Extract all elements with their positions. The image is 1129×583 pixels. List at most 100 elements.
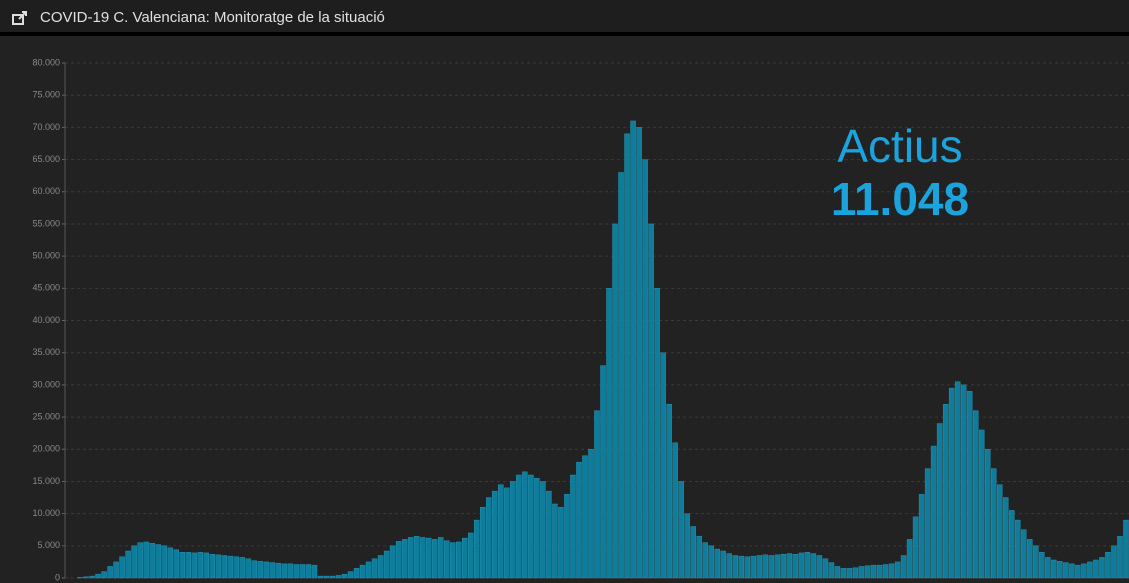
bar: [383, 550, 390, 579]
bar: [678, 481, 684, 579]
y-tick-label: 10.000: [32, 508, 60, 518]
bar: [918, 494, 925, 579]
bar: [780, 553, 787, 579]
bar: [720, 550, 726, 579]
bar: [666, 403, 672, 579]
bar: [389, 545, 396, 579]
bar: [798, 552, 805, 579]
bar: [654, 288, 660, 579]
bar: [792, 553, 799, 579]
bar: [1093, 559, 1099, 579]
bar: [606, 288, 612, 579]
bar: [335, 575, 342, 579]
bar: [1075, 564, 1081, 579]
bar: [233, 556, 240, 579]
bar: [924, 468, 931, 579]
bar: [227, 555, 234, 579]
bar: [648, 223, 654, 579]
bar: [846, 568, 853, 579]
bar: [1063, 562, 1069, 579]
indicator-value: 11.048: [830, 173, 970, 225]
bar: [269, 562, 276, 579]
bar: [287, 563, 294, 579]
bar: [834, 566, 841, 579]
bar: [618, 172, 624, 579]
bar: [474, 519, 480, 579]
y-tick-label: 65.000: [32, 154, 60, 164]
bar: [143, 541, 149, 579]
bar: [413, 535, 420, 579]
bar: [480, 506, 486, 579]
bar: [1039, 552, 1045, 579]
bar: [985, 449, 991, 579]
bar: [191, 552, 197, 579]
bar: [642, 159, 648, 579]
bar: [341, 573, 348, 579]
bar: [930, 445, 937, 579]
bar: [840, 568, 847, 579]
bar: [1045, 557, 1051, 579]
bar: [101, 571, 107, 579]
bar: [768, 555, 775, 579]
bar: [395, 541, 402, 579]
bar: [684, 513, 690, 579]
y-tick-label: 80.000: [32, 57, 60, 67]
bar: [540, 481, 546, 579]
bar: [1009, 510, 1015, 579]
bar: [552, 503, 558, 579]
y-tick-label: 15.000: [32, 476, 60, 486]
bar: [936, 423, 943, 579]
bar: [203, 552, 209, 579]
bar: [431, 539, 438, 579]
bar: [137, 542, 143, 579]
bar: [245, 558, 252, 579]
y-tick-label: 70.000: [32, 122, 60, 132]
bar: [173, 549, 179, 579]
bar: [119, 556, 125, 579]
bar: [852, 567, 859, 579]
bar: [239, 557, 246, 579]
y-tick-label: 45.000: [32, 283, 60, 293]
widget-icon: [12, 11, 27, 25]
y-tick-label: 25.000: [32, 411, 60, 421]
bar: [1105, 552, 1111, 579]
bar: [353, 568, 360, 579]
bar: [912, 516, 919, 579]
bar: [894, 561, 901, 579]
bar: [570, 474, 576, 579]
bar: [816, 555, 823, 579]
bar: [95, 573, 101, 579]
bar: [468, 532, 474, 579]
bar: [906, 539, 913, 579]
bar: [804, 552, 811, 579]
bar: [708, 545, 714, 579]
bar: [546, 490, 552, 579]
bar: [726, 553, 732, 579]
bar: [293, 564, 300, 579]
y-tick-label: 40.000: [32, 315, 60, 325]
y-tick-label: 0: [55, 572, 60, 582]
bar: [359, 564, 366, 579]
bar: [822, 558, 829, 579]
bar: [275, 562, 282, 579]
bar: [155, 544, 161, 579]
bar: [125, 550, 131, 579]
bar: [786, 553, 793, 579]
bar: [131, 545, 137, 579]
bar: [1099, 557, 1105, 579]
bar: [624, 133, 630, 579]
indicator: Actius 11.048: [780, 120, 1020, 226]
bar: [630, 120, 636, 579]
bar: [828, 562, 835, 579]
bar: [612, 223, 618, 579]
bar: [672, 442, 678, 579]
y-tick-label: 20.000: [32, 444, 60, 454]
bar: [1111, 545, 1117, 579]
bar: [1051, 559, 1057, 579]
bar: [221, 555, 228, 579]
indicator-label: Actius: [837, 120, 963, 172]
bar: [257, 561, 264, 579]
bar: [1003, 497, 1009, 579]
bar: [744, 556, 751, 579]
